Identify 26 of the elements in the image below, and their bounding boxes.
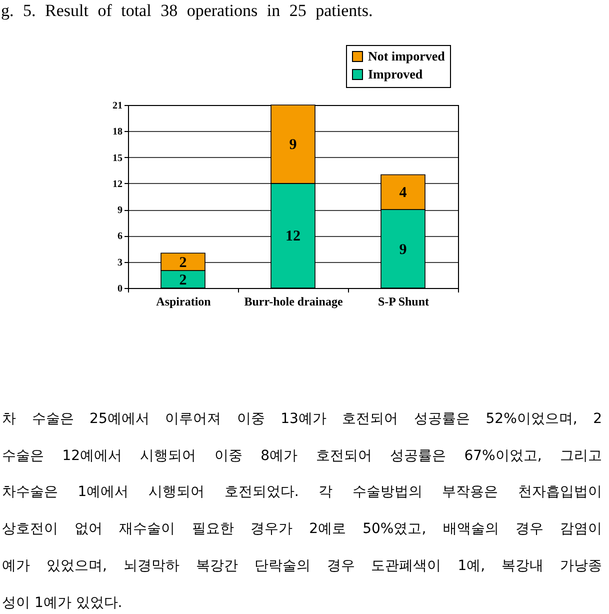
y-tick-label: 6 xyxy=(118,231,122,242)
text: 상호전이 없어 재수술이 필요한 경우가 2예로 50%였고, 배액술의 경우 감염이 xyxy=(2,520,602,538)
y-tick-label: 3 xyxy=(118,257,122,268)
text: 차 수술은 25예에서 이루어져 이중 13예가 호전되어 성공률은 52%이었으며, 2 xyxy=(2,410,602,428)
text: 성이 1예가 있었다. xyxy=(2,594,124,612)
data-label: 9 xyxy=(289,137,297,154)
x-tick-label: S-P Shunt xyxy=(378,294,430,308)
y-tick-label: 0 xyxy=(118,284,122,294)
y-tick-label: 12 xyxy=(112,178,122,190)
data-label: 2 xyxy=(179,254,187,271)
data-label: 4 xyxy=(399,185,408,202)
y-tick-label: 18 xyxy=(112,126,122,138)
legend-label: Not imporved xyxy=(368,48,446,64)
text: 수술은 12예에서 시행되어 이중 8예가 호전되어 성공률은 67%이었고, 그리고 xyxy=(2,446,602,465)
chart-title: g. 5. Result of total 38 operations in 25 patients. xyxy=(1,1,373,21)
x-tick-label: Burr-hole drainage xyxy=(244,294,344,308)
legend-label: Improved xyxy=(368,66,424,82)
y-tick-label: 9 xyxy=(118,205,122,216)
data-label: 12 xyxy=(286,228,300,245)
data-label: 2 xyxy=(179,272,187,288)
y-tick-label: 21 xyxy=(112,100,122,112)
text: 차수술은 1예에서 시행되어 호전되었다. 각 수술방법의 부작용은 천자흡입법이 xyxy=(2,483,602,502)
text: 예가 있었으며, 뇌경막하 복강간 단락술의 경우 도관폐색이 1예, 복강내 가낭종 xyxy=(2,556,602,575)
x-tick-label: Aspiration xyxy=(156,294,212,308)
y-tick-label: 15 xyxy=(112,152,122,164)
data-label: 9 xyxy=(399,242,407,258)
